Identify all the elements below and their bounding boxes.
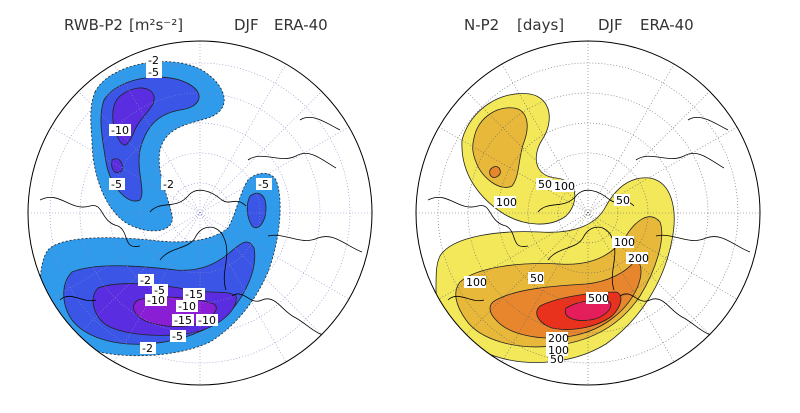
rwb-coastlines bbox=[39, 116, 363, 336]
title-rwb-dataset: ERA-40 bbox=[274, 16, 328, 34]
np2-label: 100 bbox=[614, 236, 635, 249]
np2-map-boundary bbox=[415, 40, 761, 386]
rwb-label: -15 bbox=[185, 288, 203, 301]
np2-pacific-level2 bbox=[472, 107, 528, 188]
np2-contour-labels: 100 50 100 50 100 200 50 100 500 200 100… bbox=[464, 178, 649, 366]
title-rwb-season: DJF bbox=[234, 16, 259, 34]
rwb-label: -5 bbox=[111, 178, 122, 191]
rwb-label: -2 bbox=[140, 274, 151, 287]
title-np2-dataset: ERA-40 bbox=[640, 16, 694, 34]
panel-rwb: RWB-P2 [m²s⁻²] DJF ERA-40 bbox=[27, 16, 373, 386]
rwb-map-boundary bbox=[27, 40, 373, 386]
rwb-label: -10 bbox=[178, 300, 196, 313]
np2-label: 100 bbox=[466, 276, 487, 289]
title-np2-variable: N-P2 bbox=[464, 16, 499, 34]
rwb-pacific-small bbox=[111, 158, 123, 174]
title-rwb-variable: RWB-P2 bbox=[64, 16, 123, 34]
rwb-label: -10 bbox=[111, 124, 129, 137]
rwb-graticule bbox=[28, 41, 372, 385]
rwb-east-level2 bbox=[246, 192, 267, 229]
np2-label: 100 bbox=[548, 344, 569, 357]
title-np2-season: DJF bbox=[598, 16, 623, 34]
np2-label: 200 bbox=[628, 252, 649, 265]
np2-label: 50 bbox=[550, 353, 564, 366]
rwb-label: -2 bbox=[142, 342, 153, 355]
np2-label: 50 bbox=[616, 194, 630, 207]
np2-pacific-level3 bbox=[489, 166, 501, 178]
title-rwb-unit: [m²s⁻²] bbox=[129, 16, 183, 34]
rwb-label: -5 bbox=[258, 178, 269, 191]
np2-label: 200 bbox=[548, 332, 569, 345]
rwb-label: -5 bbox=[172, 330, 183, 343]
rwb-label: -5 bbox=[154, 284, 165, 297]
np2-label: 500 bbox=[588, 292, 609, 305]
title-np2-unit: [days] bbox=[517, 16, 564, 34]
rwb-contour-labels: -2 -5 -10 -5 -2 -5 -2 -5 -10 -15 -10 -15… bbox=[109, 54, 272, 355]
rwb-label: -2 bbox=[163, 178, 174, 191]
np2-coastlines bbox=[427, 116, 751, 336]
panel-np2: N-P2 [days] DJF ERA-40 bbox=[415, 16, 761, 386]
np2-label: 50 bbox=[538, 178, 552, 191]
np2-label: 100 bbox=[554, 180, 575, 193]
rwb-label: -2 bbox=[148, 54, 159, 67]
np2-label: 50 bbox=[530, 272, 544, 285]
rwb-label: -15 bbox=[174, 314, 192, 327]
np2-graticule bbox=[416, 41, 760, 385]
rwb-label: -10 bbox=[147, 294, 165, 307]
np2-label: 100 bbox=[496, 196, 517, 209]
rwb-label: -5 bbox=[148, 66, 159, 79]
rwb-label: -10 bbox=[198, 314, 216, 327]
